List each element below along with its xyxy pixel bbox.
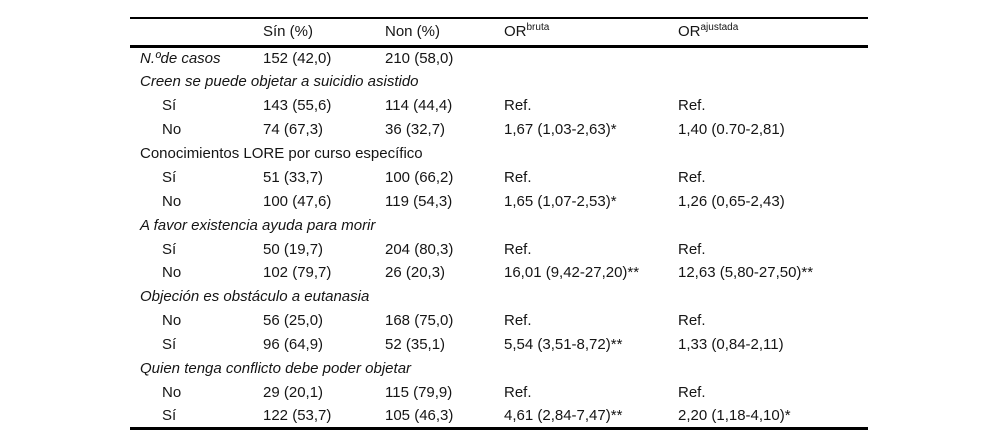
sin-cell: 100 (47,6) — [263, 192, 332, 210]
row-label-cell: Sí — [162, 336, 177, 354]
or-bruta-cell: Ref. — [504, 97, 532, 115]
group-header-row: Objeción es obstáculo a eutanasia — [130, 285, 868, 309]
sin-cell: 143 (55,6) — [263, 97, 332, 115]
non-cell: 36 (32,7) — [385, 121, 446, 139]
non-cell: 100 (66,2) — [385, 168, 454, 186]
group-header-row: Quien tenga conflicto debe poder objetar — [130, 357, 868, 381]
non-cell: 105 (46,3) — [385, 407, 454, 425]
header-non: Non (%) — [385, 23, 441, 41]
or-bruta-cell: 4,61 (2,84-7,47)** — [504, 407, 623, 425]
group-header-cell: Quien tenga conflicto debe poder objetar — [140, 360, 412, 378]
sin-cell: 51 (33,7) — [263, 168, 324, 186]
table-row: Sí 122 (53,7) 105 (46,3) 4,61 (2,84-7,47)**… — [130, 404, 868, 428]
group-header-row: Conocimientos LORE por curso específico — [130, 142, 868, 166]
non-cell: 52 (35,1) — [385, 336, 446, 354]
row-label-cell: No — [162, 121, 182, 139]
or-bruta-cell: Ref. — [504, 240, 532, 258]
sin-cell: 96 (64,9) — [263, 336, 324, 354]
sin-cell: 122 (53,7) — [263, 407, 332, 425]
or-bruta-cell: Ref. — [504, 383, 532, 401]
or-ajustada-sup: ajustada — [700, 22, 739, 34]
non-cell: 119 (54,3) — [385, 192, 453, 210]
or-ajustada-cell: Ref. — [678, 312, 706, 330]
row-label-cell: Sí — [162, 407, 177, 425]
or-ajustada-cell: 1,40 (0.70-2,81) — [678, 121, 785, 139]
group-header-row: A favor existencia ayuda para morir — [130, 213, 868, 237]
group-header-row: Creen se puede objetar a suicidio asisti… — [130, 70, 868, 94]
table-row: Sí 51 (33,7) 100 (66,2) Ref. Ref. — [130, 165, 868, 189]
table-header-row: Sín (%) Non (%) ORbruta ORajustada — [130, 18, 868, 46]
row-label-cell: No — [162, 264, 182, 282]
non-cell: 26 (20,3) — [385, 264, 446, 282]
row-label-cell: Sí — [162, 240, 177, 258]
row-label-cell: No — [162, 312, 182, 330]
or-bruta-sup: bruta — [526, 22, 550, 34]
group-header-cell: Creen se puede objetar a suicidio asisti… — [140, 73, 419, 91]
non-cell: 210 (58,0) — [385, 50, 454, 68]
count-row: N.ºde casos 152 (42,0) 210 (58,0) — [130, 46, 868, 70]
sin-cell: 56 (25,0) — [263, 312, 324, 330]
header-or-bruta: ORbruta — [504, 18, 678, 46]
table-row: Sí 96 (64,9) 52 (35,1) 5,54 (3,51-8,72)** 1,… — [130, 333, 868, 357]
or-bruta-cell: 16,01 (9,42-27,20)** — [504, 264, 640, 282]
or-bruta-cell — [504, 46, 678, 70]
or-ajustada-cell: Ref. — [678, 240, 706, 258]
or-ajustada-cell: Ref. — [678, 97, 706, 115]
or-ajustada-cell: 12,63 (5,80-27,50)** — [678, 264, 814, 282]
sin-cell: 74 (67,3) — [263, 121, 324, 139]
group-header-cell: Conocimientos LORE por curso específico — [140, 145, 423, 162]
or-ajustada-cell — [678, 46, 868, 70]
row-label-cell: Sí — [162, 97, 177, 115]
or-bruta-cell: 1,65 (1,07-2,53)* — [504, 192, 617, 210]
group-header-cell: A favor existencia ayuda para morir — [140, 216, 376, 234]
header-or-ajustada: ORajustada — [678, 18, 868, 46]
or-bruta-cell: Ref. — [504, 168, 532, 186]
or-bruta-cell: Ref. — [504, 312, 532, 330]
table-row: Sí 50 (19,7) 204 (80,3) Ref. Ref. — [130, 237, 868, 261]
non-cell: 168 (75,0) — [385, 312, 454, 330]
or-ajustada-cell: Ref. — [678, 168, 706, 186]
sin-cell: 50 (19,7) — [263, 240, 324, 258]
or-bruta-base: OR — [504, 23, 527, 41]
table-row: No 100 (47,6) 119 (54,3) 1,65 (1,07-2,53)* 1… — [130, 189, 868, 213]
row-label-cell: N.ºde casos — [140, 50, 221, 68]
or-ajustada-base: OR — [678, 23, 701, 41]
or-bruta-cell: 5,54 (3,51-8,72)** — [504, 336, 623, 354]
row-label-cell: Sí — [162, 168, 177, 186]
row-label-cell: No — [162, 383, 182, 401]
sin-cell: 102 (79,7) — [263, 264, 332, 282]
non-cell: 204 (80,3) — [385, 240, 454, 258]
or-ajustada-cell: 2,20 (1,18-4,10)* — [678, 407, 791, 425]
table-row: No 102 (79,7) 26 (20,3) 16,01 (9,42-27,20)*… — [130, 261, 868, 285]
group-header-cell: Objeción es obstáculo a eutanasia — [140, 288, 370, 306]
or-ajustada-cell: Ref. — [678, 383, 706, 401]
or-ajustada-cell: 1,26 (0,65-2,43) — [678, 192, 785, 210]
table-row: Sí 143 (55,6) 114 (44,4) Ref. Ref. — [130, 94, 868, 118]
table-body: N.ºde casos 152 (42,0) 210 (58,0) Creen se … — [130, 46, 868, 428]
non-cell: 115 (79,9) — [385, 383, 453, 401]
table-row: No 74 (67,3) 36 (32,7) 1,67 (1,03-2,63)* 1,4… — [130, 118, 868, 142]
or-bruta-cell: 1,67 (1,03-2,63)* — [504, 121, 617, 139]
sin-cell: 29 (20,1) — [263, 383, 324, 401]
table-row: No 29 (20,1) 115 (79,9) Ref. Ref. — [130, 380, 868, 404]
or-ajustada-cell: 1,33 (0,84-2,11) — [678, 336, 784, 354]
non-cell: 114 (44,4) — [385, 97, 453, 115]
header-sin: Sín (%) — [263, 23, 314, 41]
odds-ratio-table: Sín (%) Non (%) ORbruta ORajustada N.ºde… — [130, 17, 868, 430]
sin-cell: 152 (42,0) — [263, 50, 332, 68]
row-label-cell: No — [162, 192, 182, 210]
table-row: No 56 (25,0) 168 (75,0) Ref. Ref. — [130, 309, 868, 333]
header-label-cell — [130, 18, 263, 46]
